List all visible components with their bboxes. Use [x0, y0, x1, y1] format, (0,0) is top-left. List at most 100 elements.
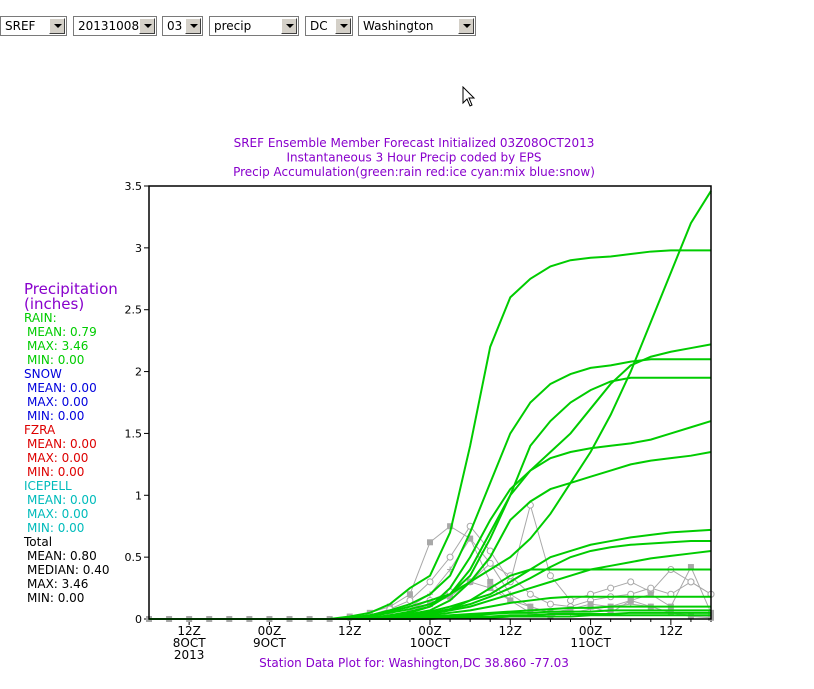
hourly-point: [667, 609, 674, 616]
x-tick-label: 8OCT: [173, 636, 206, 650]
stats-row: MIN: 0.00: [27, 465, 84, 479]
hourly-point: [486, 559, 494, 567]
accumulation-series-line: [149, 549, 712, 620]
hourly-point: [587, 590, 595, 598]
stats-row: MEAN: 0.80: [27, 549, 97, 563]
hourly-series-line: [369, 562, 712, 618]
hourly-point: [687, 564, 694, 571]
y-tick-label: 0.5: [125, 551, 143, 564]
hourly-point: [647, 584, 655, 592]
hourly-point: [467, 578, 474, 585]
hourly-series-line: [149, 525, 712, 620]
cycle-select-value: 03: [167, 19, 183, 33]
hourly-point: [687, 613, 694, 620]
stats-row: MAX: 0.00: [27, 451, 88, 465]
hourly-point: [627, 578, 635, 586]
cycle-select[interactable]: 03: [162, 16, 203, 36]
y-tick-label: 1: [135, 489, 142, 502]
field-select-value: precip: [214, 19, 252, 33]
accumulation-series-line: [149, 190, 712, 620]
stats-row: MEAN: 0.00: [27, 493, 97, 507]
hourly-point: [386, 605, 394, 613]
hourly-point: [567, 606, 574, 613]
hourly-point: [707, 590, 715, 598]
hourly-point: [487, 585, 494, 592]
hourly-point: [506, 578, 514, 586]
hourly-point: [426, 578, 434, 586]
chart-title-line: SREF Ensemble Member Forecast Initialize…: [234, 136, 595, 150]
accumulation-series-line: [149, 343, 712, 620]
hourly-point: [708, 609, 714, 616]
hourly-point: [647, 591, 654, 598]
hourly-point: [587, 603, 594, 610]
hourly-point: [627, 601, 634, 608]
hourly-point: [627, 597, 634, 604]
stats-heading: Precipitation: [24, 280, 118, 298]
hourly-point: [346, 614, 354, 622]
hourly-point: [447, 593, 454, 600]
x-tick-label: 12Z: [177, 624, 201, 638]
hourly-point: [587, 601, 594, 608]
hourly-point: [667, 566, 675, 574]
hourly-point: [526, 501, 534, 509]
stats-group-title: RAIN:: [24, 311, 57, 325]
hourly-point: [427, 539, 433, 546]
stats-row: MAX: 3.46: [27, 577, 88, 591]
hourly-point: [427, 591, 433, 598]
hourly-point: [587, 606, 594, 613]
hourly-point: [627, 597, 634, 604]
hourly-point: [186, 616, 193, 622]
hourly-point: [607, 593, 615, 601]
hourly-point: [386, 603, 393, 610]
hourly-point: [406, 608, 413, 615]
hourly-point: [487, 578, 494, 585]
accumulation-series-line: [149, 376, 711, 620]
station-select[interactable]: Washington: [358, 16, 476, 36]
hourly-point: [386, 609, 394, 617]
stats-row: MEAN: 0.00: [27, 437, 97, 451]
field-select[interactable]: precip: [209, 16, 299, 36]
accumulation-series-line: [149, 611, 711, 620]
chevron-down-icon: [458, 18, 474, 34]
hourly-point: [667, 609, 674, 616]
x-tick-label: 9OCT: [253, 636, 286, 650]
hourly-point: [226, 616, 233, 622]
hourly-point: [526, 590, 534, 598]
model-select[interactable]: SREF: [0, 16, 67, 36]
hourly-point: [567, 603, 574, 611]
stats-row: MAX: 0.00: [27, 507, 88, 521]
accumulation-series-line: [149, 451, 712, 620]
hourly-point: [406, 591, 413, 598]
hourly-point: [687, 578, 695, 586]
hourly-point: [446, 553, 454, 561]
chevron-down-icon: [185, 18, 201, 34]
hourly-point: [547, 613, 554, 620]
hourly-point: [708, 614, 714, 621]
date-select[interactable]: 20131008: [73, 16, 157, 36]
chevron-down-icon: [139, 18, 155, 34]
state-select[interactable]: DC: [305, 16, 353, 36]
chart-title-line: Instantaneous 3 Hour Precip coded by EPS: [286, 151, 541, 165]
hourly-point: [607, 603, 614, 610]
hourly-point: [547, 609, 554, 616]
hourly-point: [708, 613, 714, 620]
hourly-point: [607, 609, 614, 616]
x-tick-label: 11OCT: [570, 636, 611, 650]
hourly-series-line: [349, 537, 712, 619]
accumulation-series-line: [149, 420, 712, 620]
chevron-down-icon: [281, 18, 297, 34]
stats-row: MAX: 3.46: [27, 339, 88, 353]
accumulation-series-group: [149, 190, 712, 620]
hourly-point: [447, 523, 454, 530]
plot-frame: [148, 185, 712, 620]
hourly-point: [687, 578, 695, 586]
stats-row: MEAN: 0.79: [27, 325, 97, 339]
hourly-point: [286, 616, 293, 622]
stats-group-title: ICEPELL: [24, 479, 72, 493]
stats-row: MIN: 0.00: [27, 353, 84, 367]
hourly-point: [466, 522, 474, 530]
hourly-point: [446, 588, 454, 596]
hourly-point: [667, 590, 675, 598]
accumulation-series-line: [149, 540, 711, 620]
